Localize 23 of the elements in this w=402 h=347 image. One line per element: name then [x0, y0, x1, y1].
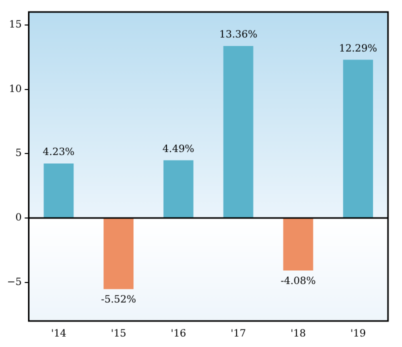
data-label: 13.36% [219, 30, 258, 41]
data-label: 4.49% [162, 144, 194, 155]
x-tick-label: '19 [350, 328, 366, 340]
y-tick-label: 5 [15, 148, 22, 160]
bar [283, 218, 314, 271]
x-tick-label: '15 [110, 328, 126, 340]
y-tick-label: 0 [15, 212, 22, 224]
y-tick-label: 10 [9, 84, 22, 95]
bar [343, 60, 374, 218]
bar [104, 218, 134, 290]
bar [163, 160, 194, 218]
bar [44, 164, 74, 218]
data-label: 4.23% [42, 147, 75, 158]
x-tick-label: '17 [230, 328, 246, 340]
bar [223, 46, 254, 218]
x-tick-label: '14 [50, 328, 66, 340]
x-tick-label: '16 [170, 328, 186, 340]
y-tick-label: 15 [9, 19, 22, 30]
data-label: -5.52% [100, 294, 136, 306]
x-tick-label: '18 [290, 328, 306, 340]
y-tick-label: −5 [6, 276, 22, 288]
data-label: -4.08% [280, 276, 316, 288]
data-label: 12.29% [338, 43, 378, 54]
